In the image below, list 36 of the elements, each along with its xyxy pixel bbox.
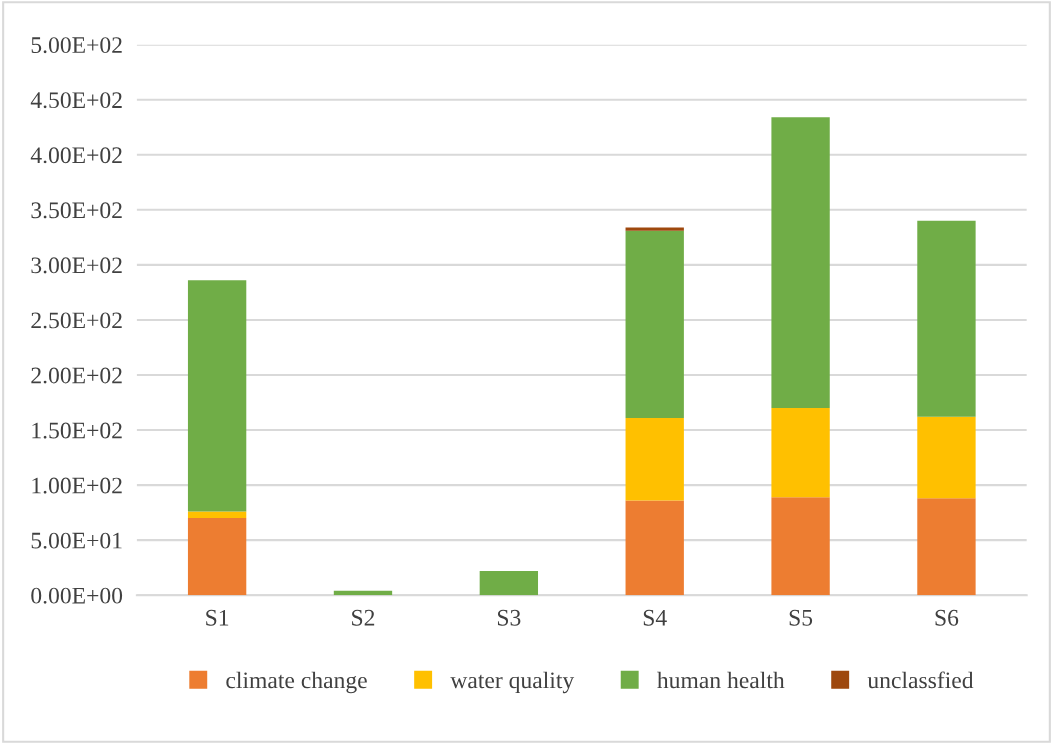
legend-label: water quality (450, 671, 575, 694)
bar (187, 280, 247, 512)
bar (625, 227, 684, 231)
legend-label: climate change (226, 671, 367, 694)
bar (917, 498, 976, 596)
y-tick-label: 2.50E+02 (31, 312, 122, 329)
bar (333, 590, 393, 596)
bar (771, 497, 830, 596)
x-tick-label: S3 (497, 609, 521, 626)
bar (625, 500, 684, 596)
x-tick-label: S1 (206, 609, 229, 626)
bar (479, 570, 539, 596)
bar (917, 220, 976, 417)
y-tick-label: 3.50E+02 (31, 202, 122, 219)
y-tick-label: 4.00E+02 (30, 147, 122, 164)
bar (625, 230, 684, 418)
y-tick-label: 0.00E+00 (31, 587, 123, 604)
y-tick-label: 4.50E+02 (30, 92, 122, 109)
x-tick-label: S2 (352, 609, 375, 626)
x-tick-label: S4 (643, 609, 667, 626)
y-tick-label: 3.00E+02 (31, 257, 122, 274)
x-tick-label: S6 (935, 609, 959, 626)
bar (917, 416, 976, 499)
bar (771, 408, 830, 498)
legend-label: unclassfied (867, 671, 974, 689)
y-tick-label: 5.00E+01 (31, 532, 122, 549)
bar (625, 417, 684, 501)
bar (187, 518, 247, 596)
y-tick-label: 2.00E+02 (31, 367, 122, 384)
x-tick-label: S5 (789, 609, 813, 626)
legend-label: human health (657, 671, 785, 689)
bar (187, 511, 247, 519)
y-tick-label: 5.00E+02 (31, 37, 122, 54)
y-tick-label: 1.50E+02 (32, 422, 122, 439)
y-tick-label: 1.00E+02 (32, 477, 122, 494)
bar (771, 117, 830, 409)
